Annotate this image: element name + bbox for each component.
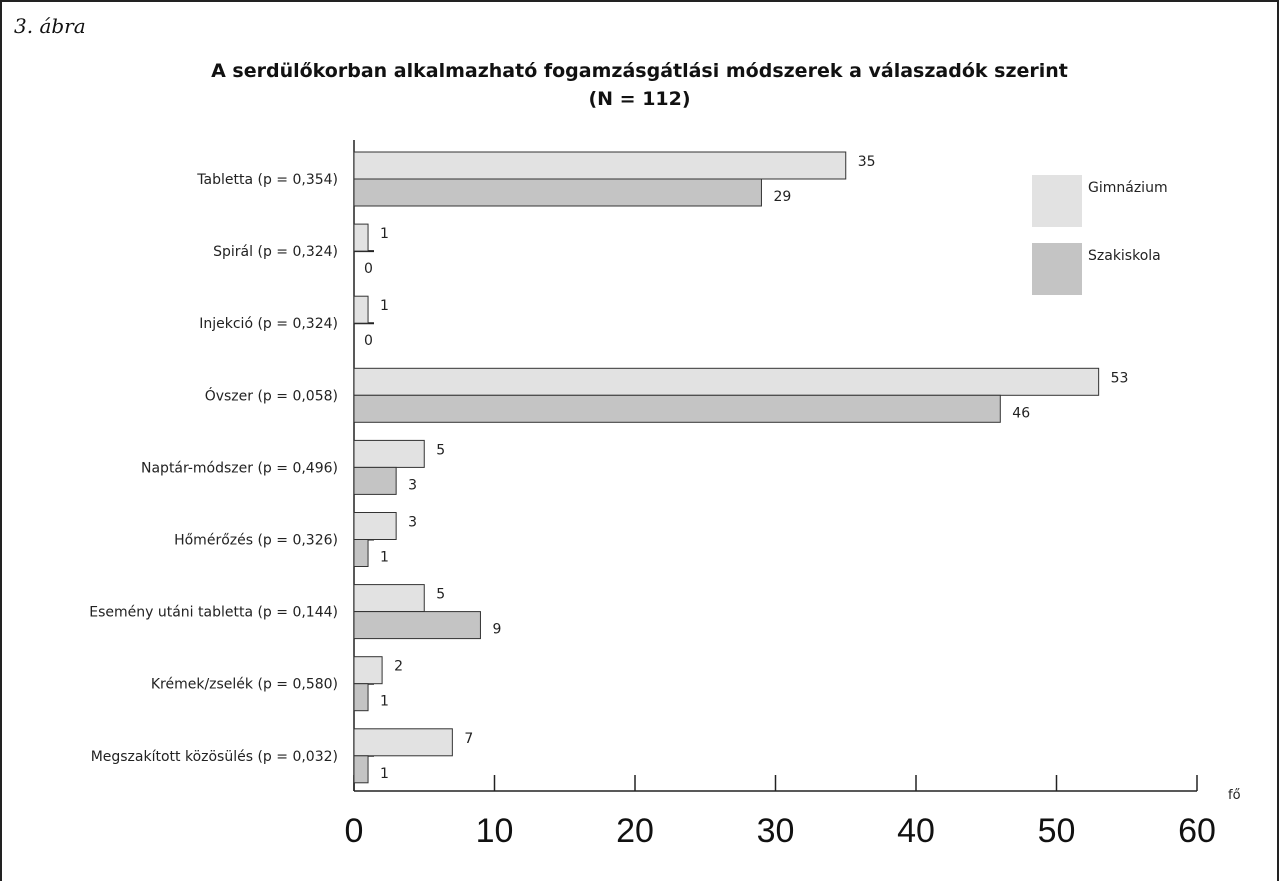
data-label: 46 [1012,405,1030,421]
bar-szakiskola [353,755,369,784]
data-label: 1 [380,766,389,782]
data-label: 7 [464,731,473,747]
category-label: Hőmérőzés (p = 0,326) [174,533,338,549]
x-tick-label: 20 [616,812,654,850]
category-label: Esemény utáni tabletta (p = 0,144) [89,605,338,621]
data-label: 53 [1111,370,1129,386]
x-tick-label: 10 [476,812,514,850]
bar-gimnazium [353,223,369,252]
bar-gimnazium [353,656,383,685]
bar-gimnazium [353,151,847,180]
legend-label: Gimnázium [1088,180,1168,196]
bar-gimnazium [353,512,397,540]
legend-swatch [1032,175,1082,227]
x-tick-label: 40 [897,812,935,850]
chart-subtitle: (N = 112) [588,88,691,110]
legend-swatch [1032,243,1082,295]
bar-szakiskola [353,178,762,207]
legend-label: Szakiskola [1088,248,1161,264]
x-tick-label: 0 [345,812,364,850]
bar-gimnazium [353,728,453,757]
category-label: Megszakított közösülés (p = 0,032) [91,749,338,765]
bar-szakiskola [353,683,369,712]
category-label: Tabletta (p = 0,354) [196,172,338,188]
figure-label: 3. ábra [14,14,86,38]
chart-title: A serdülőkorban alkalmazható fogamzásgát… [211,60,1068,82]
data-label: 9 [492,622,501,638]
data-label: 3 [408,477,417,493]
x-tick-label: 60 [1178,812,1216,850]
data-label: 1 [380,550,389,566]
x-unit-label: fő [1228,788,1241,803]
bar-gimnazium [353,439,425,468]
data-label: 5 [436,587,445,603]
bar-szakiskola [353,394,1001,423]
category-label: Krémek/zselék (p = 0,580) [151,677,338,693]
category-label: Injekció (p = 0,324) [199,316,338,332]
data-label: 2 [394,659,403,675]
category-label: Naptár-módszer (p = 0,496) [141,460,338,476]
bar-szakiskola [353,466,397,495]
x-tick-label: 30 [757,812,795,850]
x-tick-label: 50 [1038,812,1076,850]
bar-szakiskola [353,611,481,640]
data-label: 0 [364,261,373,277]
bar-gimnazium [353,295,369,324]
bar-gimnazium [353,367,1100,396]
category-label: Spirál (p = 0,324) [213,244,338,260]
bar-szakiskola [353,539,369,567]
data-label: 1 [380,226,389,242]
data-label: 1 [380,298,389,314]
data-label: 29 [773,189,791,205]
category-label: Óvszer (p = 0,058) [205,386,338,404]
bar-gimnazium [353,584,425,613]
data-label: 1 [380,694,389,710]
data-label: 35 [858,154,876,170]
data-label: 3 [408,515,417,531]
data-label: 5 [436,442,445,458]
data-label: 0 [364,333,373,349]
